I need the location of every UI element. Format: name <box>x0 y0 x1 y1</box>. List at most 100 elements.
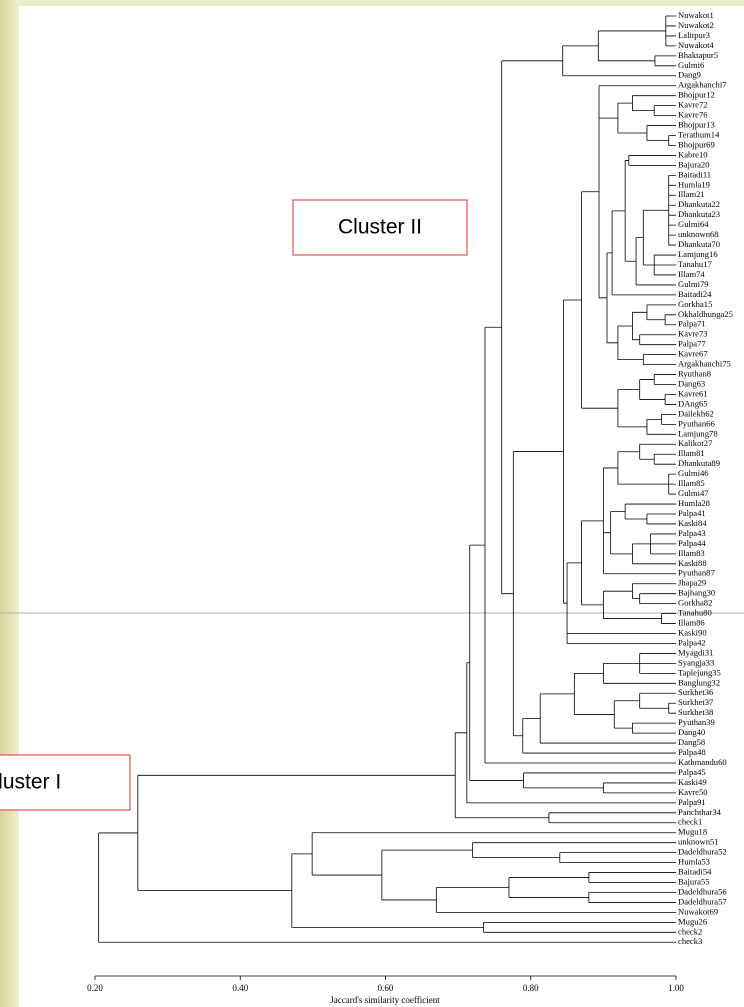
leaf-label: Kavre61 <box>678 388 708 398</box>
leaf-label: Bhojpur69 <box>678 139 715 149</box>
branch <box>573 672 615 715</box>
branch <box>523 772 676 789</box>
branch <box>653 254 676 276</box>
leaf-label: Bhojpur13 <box>678 120 715 130</box>
leaf-label: Gorkha82 <box>678 598 712 608</box>
leaf-label: Gulmi46 <box>678 468 709 478</box>
branch <box>602 782 676 794</box>
leaf-label: Dhankuta22 <box>678 199 720 209</box>
cluster-box <box>292 199 468 256</box>
branch <box>668 174 676 246</box>
cluster-box <box>0 754 131 811</box>
leaf-label: Humla19 <box>678 179 710 189</box>
branch <box>665 15 676 47</box>
x-tick-label: 0.40 <box>232 983 248 993</box>
leaf-label: Illam74 <box>678 269 705 279</box>
cluster-label: Cluster II <box>338 216 422 239</box>
branch <box>588 892 676 903</box>
branch <box>566 562 676 644</box>
leaf-label: Gulmi6 <box>678 60 705 70</box>
branch <box>639 443 676 460</box>
leaf-label: Kavre73 <box>678 329 708 339</box>
leaf-label: Baitadi11 <box>678 169 711 179</box>
x-tick-label: 0.80 <box>523 983 539 993</box>
leaf-label: Dhankuta89 <box>678 458 720 468</box>
leaf-label: Terathum14 <box>678 129 720 139</box>
branch <box>291 853 484 928</box>
leaf-label: check2 <box>678 926 702 936</box>
leaf-label: Illam83 <box>678 548 705 558</box>
branch <box>664 394 676 405</box>
leaf-label: Kaski90 <box>678 627 707 637</box>
branch <box>661 414 676 425</box>
leaf-label: Bajura55 <box>678 876 710 886</box>
branch <box>522 718 676 754</box>
top-band <box>0 0 744 6</box>
leaf-label: Kathmandu60 <box>678 757 727 767</box>
leaf-label: Illam86 <box>678 618 705 628</box>
leaf-label: Myagdi31 <box>678 647 713 657</box>
leaf-label: unknown68 <box>678 229 719 239</box>
branch <box>653 105 676 116</box>
leaf-label: Ryuthan8 <box>678 369 711 379</box>
leaf-label: Palpa71 <box>678 319 706 329</box>
branch <box>598 85 676 299</box>
leaf-label: Nuwakot69 <box>678 906 718 916</box>
leaf-label: Nuwakot4 <box>678 40 715 50</box>
leaf-label: Bajura20 <box>678 159 710 169</box>
leaf-label: Dang63 <box>678 378 705 388</box>
branch <box>642 354 676 365</box>
leaf-label: Dailekh62 <box>678 408 714 418</box>
branch <box>646 513 676 525</box>
leaf-label: Pyuthan39 <box>678 717 715 727</box>
leaf-label: Tanahu80 <box>678 608 712 618</box>
branch <box>664 314 676 326</box>
leaf-label: Humla28 <box>678 498 710 508</box>
branch <box>597 30 666 62</box>
branch <box>501 60 563 595</box>
leaf-label: Gulmi79 <box>678 279 709 289</box>
branch <box>632 722 676 734</box>
branch <box>646 125 676 141</box>
leaf-label: Kaski84 <box>678 518 707 528</box>
branch <box>653 453 676 465</box>
branch <box>646 304 676 321</box>
leaf-label: Dang58 <box>678 737 705 747</box>
leaf-label: Illam21 <box>678 189 705 199</box>
leaf-label: Dhankuta70 <box>678 239 720 249</box>
leaf-label: Gulmi47 <box>678 488 709 498</box>
leaf-label: Illam81 <box>678 448 705 458</box>
leaf-label: Illam85 <box>678 478 705 488</box>
leaf-label: DAng65 <box>678 398 708 408</box>
branch <box>668 135 676 146</box>
branch <box>512 451 564 737</box>
leaf-label: Baitadi54 <box>678 867 712 877</box>
leaf-label: Dang40 <box>678 727 705 737</box>
branch <box>661 613 676 624</box>
branch <box>639 593 676 605</box>
leaf-label: Bhaktapur5 <box>678 50 718 60</box>
branch <box>624 160 637 262</box>
branch <box>617 451 669 485</box>
leaf-label: Kabre10 <box>678 149 708 159</box>
leaf-label: Taplejung35 <box>678 667 721 677</box>
branch <box>311 832 676 876</box>
x-tick-label: 1.00 <box>668 983 684 993</box>
branch <box>137 774 456 892</box>
leaf-label: check1 <box>678 817 702 827</box>
leaf-label: Lamjung16 <box>678 249 718 259</box>
leaf-label: check3 <box>678 936 702 946</box>
branch <box>639 334 676 346</box>
leaf-label: Baitadi24 <box>678 289 712 299</box>
branch <box>624 503 676 520</box>
leaf-label: Mugu26 <box>678 916 708 926</box>
leaf-label: Kalikot27 <box>678 438 713 448</box>
branch <box>610 511 633 555</box>
branch <box>581 520 604 606</box>
leaf-label: Banglung32 <box>678 677 720 687</box>
leaf-label: Kavre76 <box>678 110 708 120</box>
leaf-label: Tanahu17 <box>678 259 712 269</box>
leaf-label: Dadeldhura57 <box>678 896 727 906</box>
leaf-label: Gorkha15 <box>678 299 712 309</box>
